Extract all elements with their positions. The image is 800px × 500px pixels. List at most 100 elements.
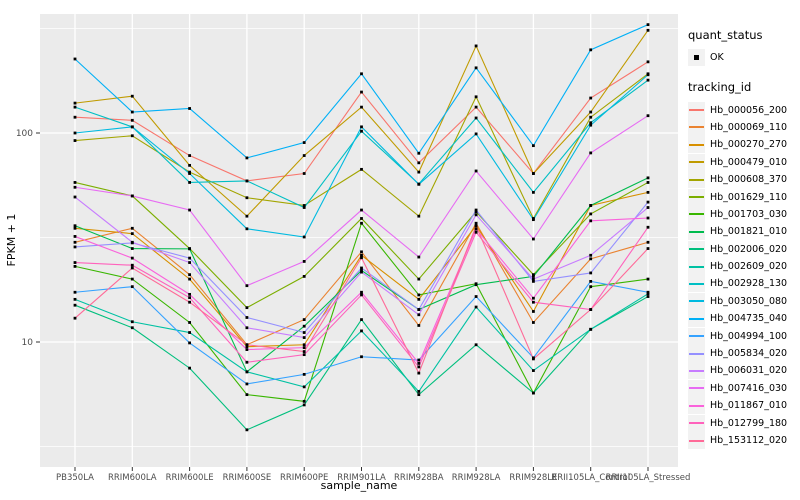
gridlines-minor: [40, 28, 678, 447]
data-point: [73, 235, 77, 238]
legend-item-label: Hb_002928_130: [710, 278, 788, 290]
data-point: [188, 163, 191, 167]
data-point: [360, 208, 363, 212]
data-point: [188, 261, 191, 264]
data-point: [302, 172, 306, 175]
data-point: [245, 284, 249, 288]
data-point: [73, 316, 77, 320]
x-tick-label: RRII105LA_Control: [551, 473, 630, 483]
x-tick-label: RRII105LA_Stressed: [606, 473, 691, 483]
legend-item: Hb_011867_010: [688, 397, 798, 415]
data-point: [532, 279, 535, 283]
data-point: [188, 208, 191, 212]
legend-item-label: Hb_000479_010: [710, 156, 788, 168]
data-point: [245, 179, 249, 183]
swatch-line-icon: [689, 369, 704, 372]
data-point: [188, 321, 191, 324]
legend-item: Hb_004994_100: [688, 327, 798, 345]
data-point: [302, 399, 306, 403]
gridlines-major: [40, 14, 678, 467]
data-point: [360, 329, 363, 333]
data-point: [245, 214, 249, 218]
data-point: [302, 235, 306, 239]
swatch-line-icon: [689, 213, 704, 216]
data-point: [589, 253, 593, 257]
data-point: [532, 172, 535, 175]
legend-swatch: [688, 188, 705, 206]
data-point: [417, 361, 421, 365]
x-axis-title: sample_name: [321, 479, 398, 492]
data-point: [302, 403, 306, 407]
legend-item: Hb_000608_370: [688, 171, 798, 189]
data-point: [417, 324, 421, 327]
data-point: [360, 217, 363, 220]
data-point: [646, 240, 650, 244]
data-point: [360, 72, 363, 76]
legend-title-quant-status: quant_status: [688, 28, 763, 42]
legend-swatch: [688, 275, 705, 293]
legend-panel: quant_status OK tracking_id Hb_000056_20…: [688, 28, 798, 449]
legend-item: Hb_002609_020: [688, 258, 798, 276]
data-point: [360, 129, 363, 133]
data-point: [245, 360, 249, 364]
data-point: [474, 283, 478, 287]
legend-swatch: [688, 118, 705, 136]
data-point: [188, 331, 191, 334]
data-point: [532, 273, 535, 277]
data-point: [532, 275, 535, 278]
legend-item-label: Hb_153112_020: [710, 435, 788, 446]
data-point: [73, 290, 77, 294]
y-tick-label: 100: [16, 129, 33, 139]
data-point: [130, 110, 134, 114]
data-point: [646, 216, 650, 220]
data-point: [589, 204, 593, 207]
data-point: [73, 185, 77, 189]
data-point: [532, 300, 535, 304]
legend-label-ok: OK: [710, 52, 724, 64]
data-point: [73, 261, 77, 264]
data-point: [532, 357, 535, 361]
swatch-line-icon: [689, 282, 704, 285]
legend-item-label: Hb_003050_080: [710, 295, 788, 307]
data-point: [589, 212, 593, 216]
data-point: [417, 393, 421, 397]
legend-swatch: [688, 379, 705, 397]
data-point: [474, 132, 478, 136]
data-point: [302, 331, 306, 334]
data-point: [589, 115, 593, 119]
data-point: [188, 172, 191, 175]
data-point: [73, 105, 77, 109]
data-point: [360, 105, 363, 109]
swatch-line-icon: [689, 230, 704, 233]
data-point: [417, 365, 421, 369]
legend-item: Hb_004735_040: [688, 310, 798, 328]
data-point: [245, 348, 249, 351]
legend-item-label: Hb_002006_020: [710, 243, 788, 255]
data-point: [532, 144, 535, 148]
data-point: [589, 271, 593, 275]
data-point: [188, 256, 191, 260]
x-tick-label: RRIM928BA: [394, 473, 444, 483]
legend-item: Hb_002928_130: [688, 275, 798, 293]
data-point: [188, 154, 191, 157]
data-point: [188, 273, 191, 277]
data-point: [417, 313, 421, 317]
data-point: [474, 213, 478, 217]
data-point: [360, 270, 363, 274]
data-point: [73, 297, 77, 301]
data-point: [646, 28, 650, 32]
data-point: [302, 318, 306, 321]
data-point: [130, 134, 134, 138]
x-tick-label: RRIM901LA: [337, 473, 386, 483]
data-point: [474, 116, 478, 120]
swatch-line-icon: [689, 126, 704, 129]
data-point: [302, 275, 306, 278]
legend-item-label: Hb_001821_010: [710, 226, 788, 238]
legend-swatch: [688, 258, 705, 276]
data-point: [245, 428, 249, 432]
data-point: [417, 308, 421, 311]
legend-item-label: Hb_006031_020: [710, 365, 788, 377]
x-tick-label: RRIM928LE: [509, 473, 557, 483]
data-point: [130, 326, 134, 330]
